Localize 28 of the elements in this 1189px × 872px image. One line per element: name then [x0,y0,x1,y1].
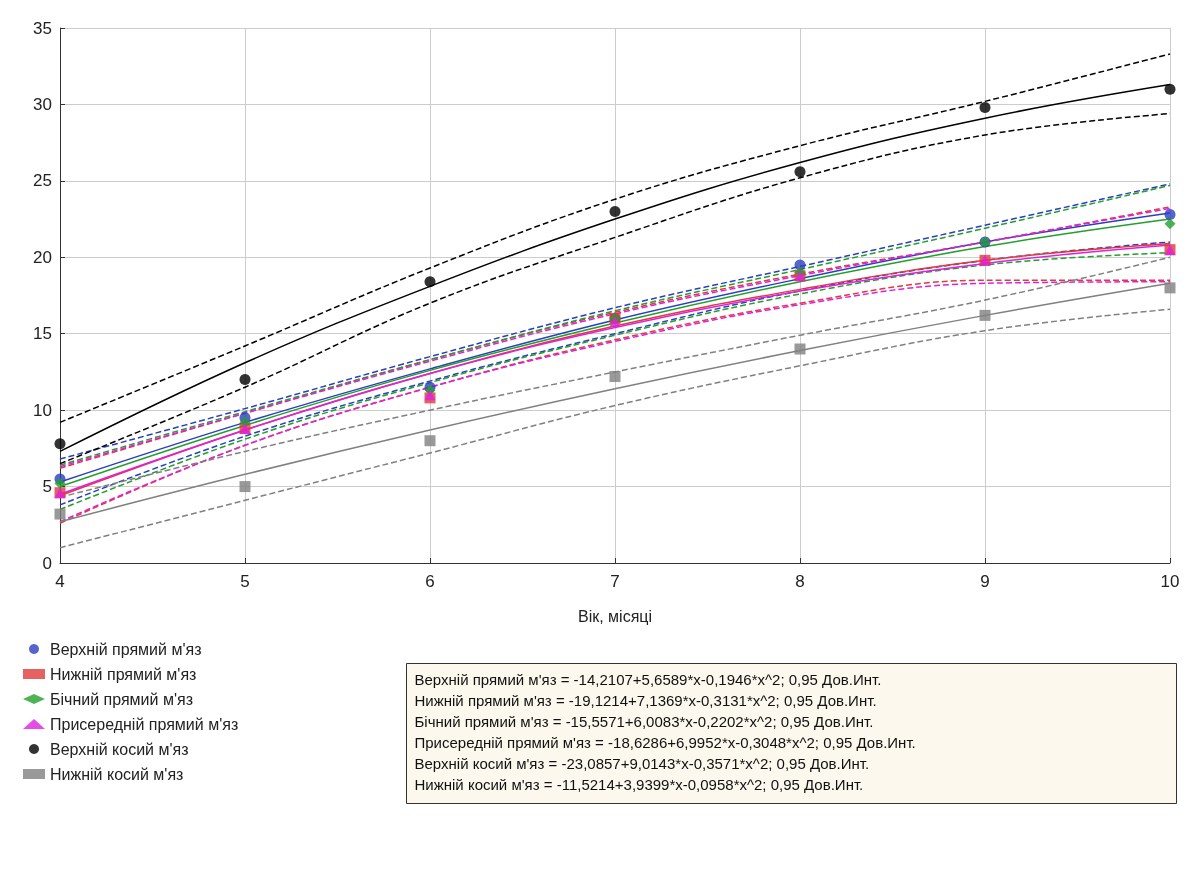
y-tick-label: 15 [33,324,52,344]
x-tick-label: 5 [240,572,250,591]
x-tick-label: 4 [55,572,65,591]
y-tick-label: 35 [33,18,52,38]
text: Верхній косий м'яз = -23,0857+9,0143*x-0,3571*x^2; 0,95 Дов.Инт. [414,754,870,772]
x-tick-label: 10 [1160,572,1180,591]
text: Нижній прямий м'яз = -19,1214+7,1369*x-0,3131*x^2; 0,95 Дов.Инт. [414,691,877,709]
x-tick-label: 9 [980,572,990,591]
text: Верхній прямий м'яз = -14,2107+5,6589*x-0,1946*x^2; 0,95 Дов.Инт. [414,670,882,688]
y-tick-label: 10 [33,400,52,420]
legend-label: Присередній прямий м'яз [50,715,239,733]
y-tick-label: 30 [33,94,52,114]
legend-label: Нижній косий м'яз [50,765,184,783]
legend-label: Верхній прямий м'яз [50,640,202,658]
text: Нижній косий м'яз = -11,5214+3,9399*x-0,0958*x^2; 0,95 Дов.Инт. [414,775,864,793]
legend-label: Бічний прямий м'яз [50,690,193,708]
y-tick-label: 5 [42,477,52,497]
y-tick-label: 0 [42,553,52,573]
text: Присередній прямий м'яз = -18,6286+6,9952*x-0,3048*x^2; 0,95 Дов.Инт. [414,733,916,751]
legend-label: Нижній прямий м'яз [50,665,197,683]
y-tick-label: 20 [33,247,52,267]
y-tick-label: 25 [33,171,52,191]
x-tick-label: 6 [425,572,435,591]
x-axis-title: Вік, місяці [577,607,653,625]
legend-label: Верхній косий м'яз [50,740,189,758]
x-tick-label: 8 [795,572,805,591]
text: Бічний прямий м'яз = -15,5571+6,0083*x-0,2202*x^2; 0,95 Дов.Инт. [414,712,874,730]
x-tick-label: 7 [610,572,620,591]
